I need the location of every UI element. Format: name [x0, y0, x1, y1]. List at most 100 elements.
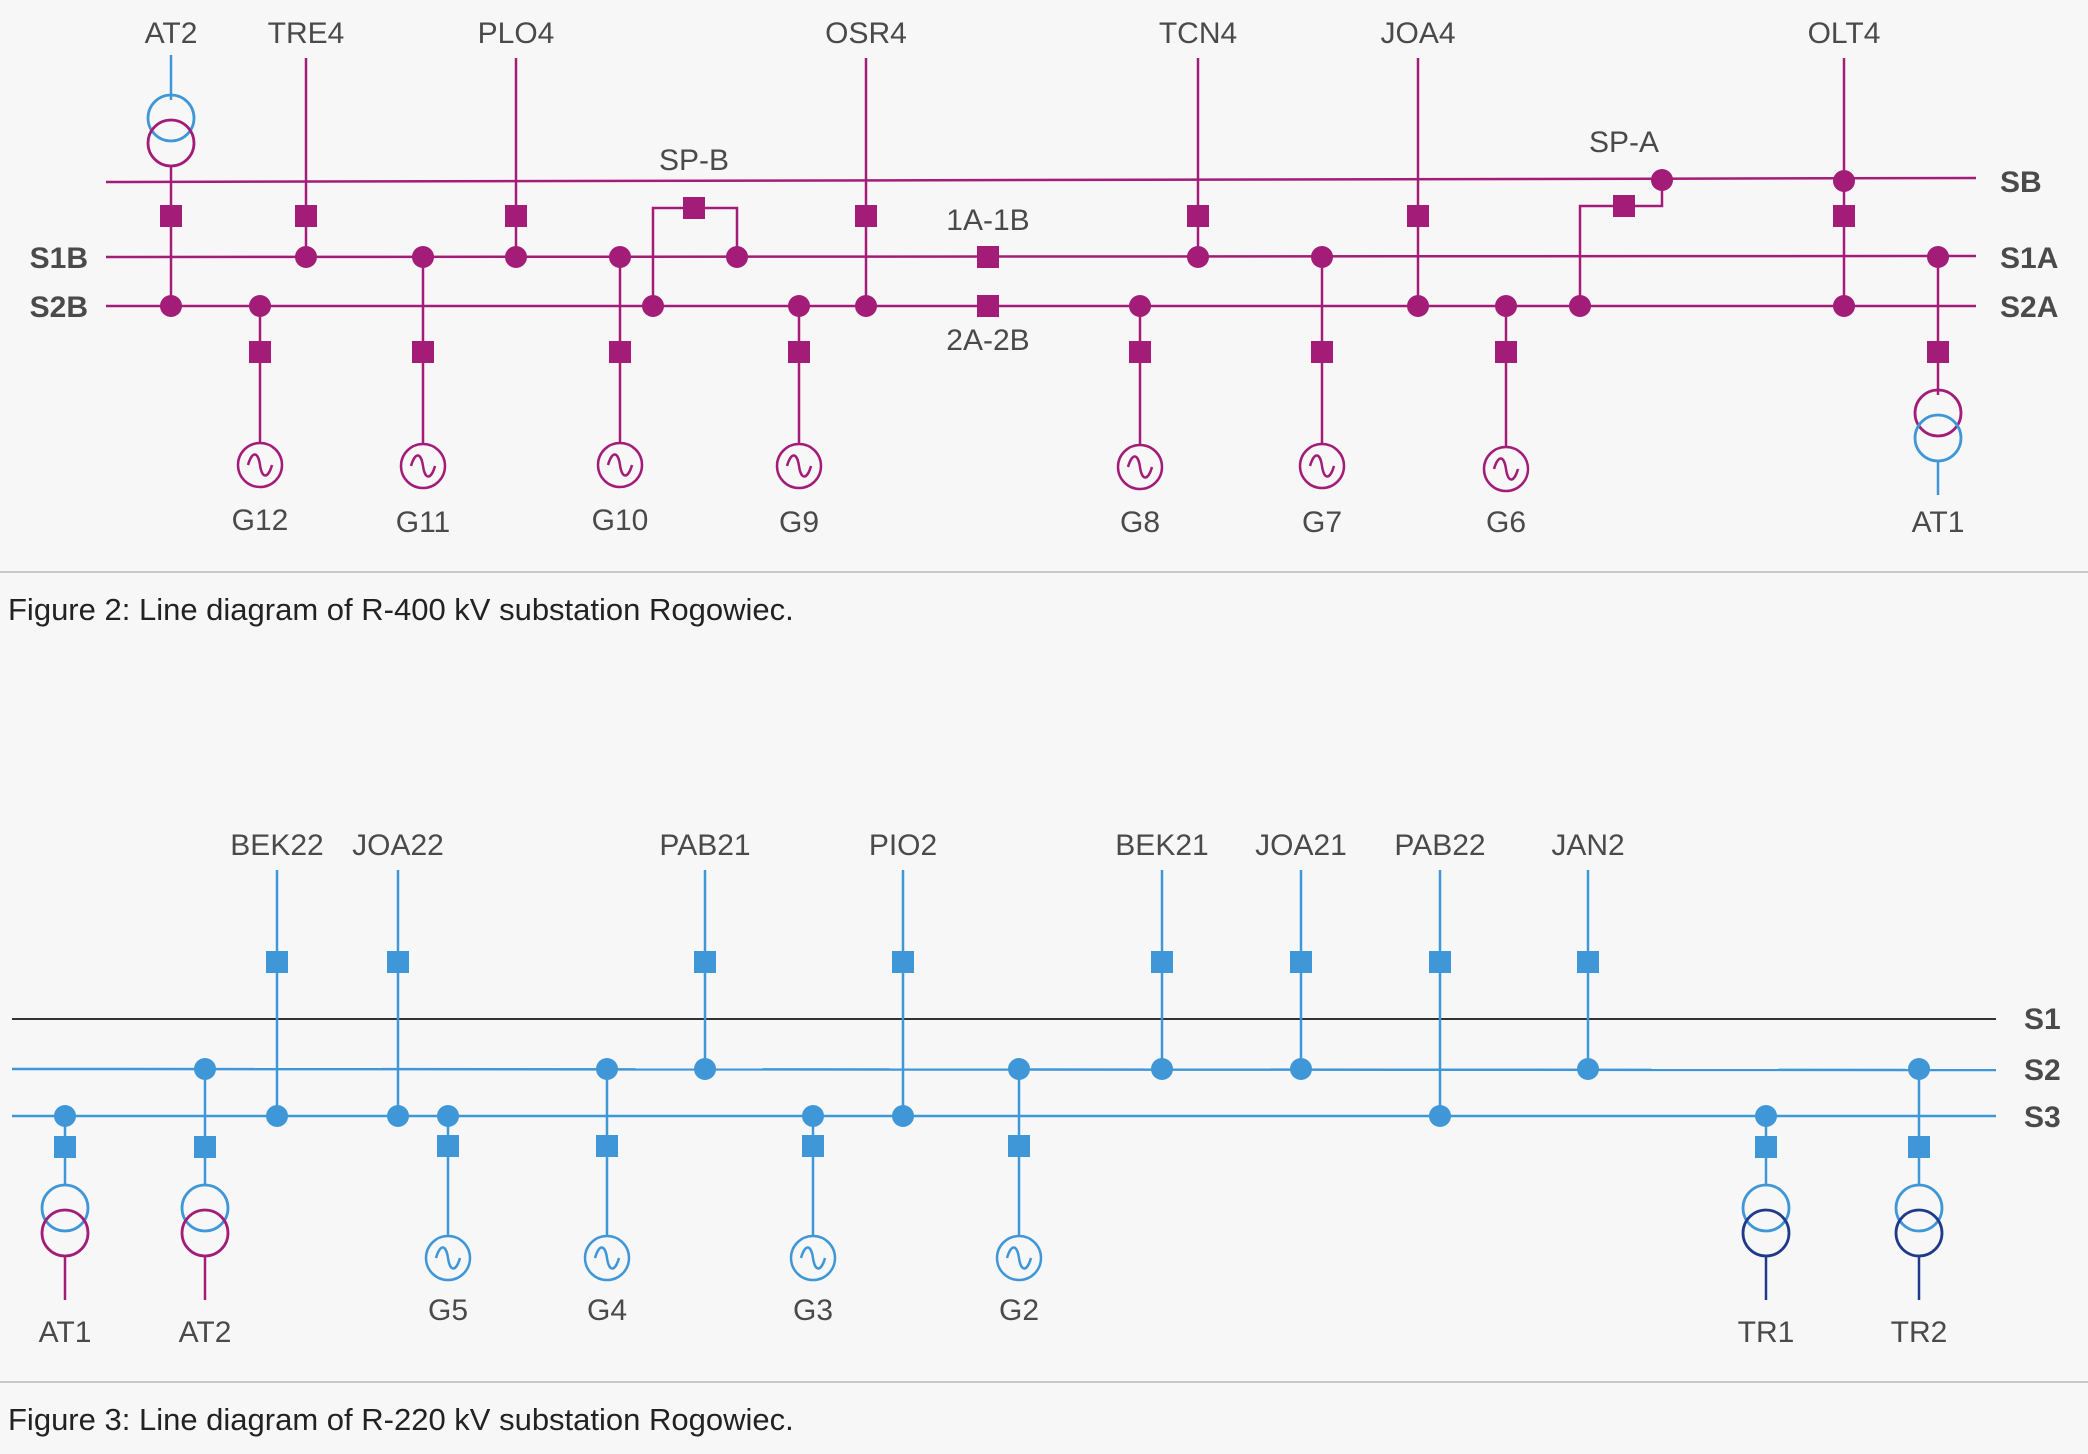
generator-icon [583, 1234, 631, 1282]
circuit-breaker-icon [1613, 195, 1635, 217]
bus-connection-node [1290, 1058, 1312, 1080]
circuit-breaker-icon [505, 205, 527, 227]
line-label-at2: AT2 [145, 17, 198, 50]
bus-connection-node [1927, 246, 1949, 268]
bus-connection-node [726, 246, 748, 268]
transformer-icon-at2 [180, 1183, 230, 1258]
bus-label-s2b: S2B [30, 291, 88, 324]
figure-3-r220-diagram: S1 S2 S3 BEK22 JOA22 PAB21 PIO2 BEK21 JOA21 PAB22… [11, 829, 2061, 1349]
coupler-label-1a-1b: 1A-1B [946, 204, 1029, 237]
circuit-breaker-icon [855, 205, 877, 227]
circuit-breaker-icon [1755, 1136, 1777, 1158]
bus-connection-node [1129, 295, 1151, 317]
figure-2-divider [0, 571, 2088, 573]
bus-connection-node [1755, 1105, 1777, 1127]
generator-icon [775, 442, 823, 490]
bus-connection-node [1407, 295, 1429, 317]
transformer-icon-at1 [40, 1183, 90, 1258]
circuit-breaker-icon [1290, 951, 1312, 973]
generator-label-g12: G12 [232, 504, 289, 537]
circuit-breaker-icon [892, 951, 914, 973]
bus-connection-node [1577, 1058, 1599, 1080]
circuit-breaker-icon [249, 341, 271, 363]
bus-label-s3: S3 [2024, 1101, 2061, 1134]
circuit-breaker-icon [1407, 205, 1429, 227]
figure-3-divider [0, 1381, 2088, 1383]
circuit-breaker-icon [1577, 951, 1599, 973]
bus-connection-node [295, 246, 317, 268]
bus-connection-node [642, 295, 664, 317]
line-label-olt4: OLT4 [1808, 17, 1881, 50]
transformer-label-at1: AT1 [39, 1316, 92, 1349]
circuit-breaker-icon [266, 951, 288, 973]
bus-connection-node [609, 246, 631, 268]
bus-connection-node [1833, 295, 1855, 317]
circuit-breaker-icon [387, 951, 409, 973]
bus-label-s1a: S1A [2000, 242, 2058, 275]
circuit-breaker-icon [437, 1135, 459, 1157]
generator-icon [1298, 442, 1346, 490]
circuit-breaker-icon [1311, 341, 1333, 363]
line-label-pab22: PAB22 [1394, 829, 1485, 862]
circuit-breaker-icon [1008, 1135, 1030, 1157]
circuit-breaker-icon [683, 197, 705, 219]
generator-label-g3: G3 [793, 1294, 833, 1327]
bus-connection-node [788, 295, 810, 317]
line-label-pio2: PIO2 [869, 829, 937, 862]
bus-connection-node [1429, 1105, 1451, 1127]
line-label-bek22: BEK22 [230, 829, 323, 862]
generator-icon [789, 1234, 837, 1282]
bus-connection-node [1187, 246, 1209, 268]
generator-icon [995, 1234, 1043, 1282]
coupler-label-2a-2b: 2A-2B [946, 324, 1029, 357]
busbar-s1 [105, 254, 1977, 259]
circuit-breaker-icon [160, 205, 182, 227]
generator-icon [424, 1234, 472, 1282]
line-label-osr4: OSR4 [825, 17, 907, 50]
circuit-breaker-icon [1927, 341, 1949, 363]
bus-connection-node [412, 246, 434, 268]
busbar-s2 [11, 1067, 1997, 1072]
circuit-breaker-icon [788, 341, 810, 363]
transformer-icon-tr2 [1894, 1183, 1944, 1258]
bus-label-s1b: S1B [30, 242, 88, 275]
transformer-label-tr1: TR1 [1738, 1316, 1795, 1349]
sectionaliser-1a-1b-icon [977, 246, 999, 268]
sectionaliser-2a-2b-icon [977, 295, 999, 317]
line-label-jan2: JAN2 [1551, 829, 1624, 862]
transformer-label-tr2: TR2 [1891, 1316, 1948, 1349]
bus-label-sb: SB [2000, 166, 2042, 199]
at1-transformer-icon [1913, 388, 1963, 463]
bus-label-s2: S2 [2024, 1054, 2061, 1087]
at2-transformer-icon [146, 93, 196, 168]
bus-connection-node [1651, 169, 1673, 191]
circuit-breaker-icon [1908, 1136, 1930, 1158]
line-label-joa21: JOA21 [1255, 829, 1347, 862]
circuit-breaker-icon [596, 1135, 618, 1157]
generator-label-g10: G10 [592, 504, 649, 537]
figure-3-caption: Figure 3: Line diagram of R-220 kV subst… [8, 1402, 794, 1437]
coupler-label-sp-b: SP-B [659, 144, 729, 177]
bus-connection-node [802, 1105, 824, 1127]
bus-connection-node [1151, 1058, 1173, 1080]
circuit-breaker-icon [295, 205, 317, 227]
bus-connection-node [1833, 170, 1855, 192]
circuit-breaker-icon [1429, 951, 1451, 973]
figure-2-r400-diagram: SB S1B S2B S1A S2A AT2 TRE4 PLO4 OSR4 TCN4 JOA4 OLT… [30, 17, 2059, 539]
line-label-tre4: TRE4 [268, 17, 345, 50]
generator-icon [1482, 445, 1530, 493]
bus-connection-node [1569, 295, 1591, 317]
generator-label-g9: G9 [779, 506, 819, 539]
bus-connection-node [387, 1105, 409, 1127]
bus-connection-node [694, 1058, 716, 1080]
circuit-breaker-icon [412, 341, 434, 363]
bus-connection-node [1495, 295, 1517, 317]
generator-label-g5: G5 [428, 1294, 468, 1327]
bus-connection-node [596, 1058, 618, 1080]
bus-connection-node [1008, 1058, 1030, 1080]
busbar-sb [105, 176, 1977, 184]
circuit-breaker-icon [609, 341, 631, 363]
line-label-tcn4: TCN4 [1159, 17, 1237, 50]
line-label-joa4: JOA4 [1380, 17, 1455, 50]
bus-connection-node [249, 295, 271, 317]
